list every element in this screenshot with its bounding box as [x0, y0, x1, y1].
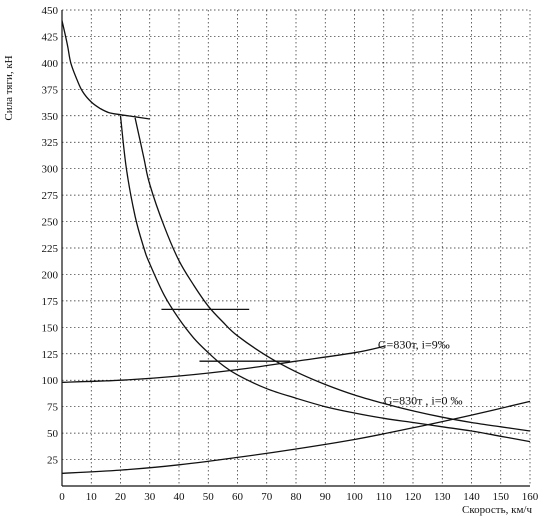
- series-line-5: [61, 400, 531, 474]
- y-tick-label: 75: [47, 402, 59, 414]
- y-tick-label: 425: [42, 31, 59, 43]
- x-tick-label: 110: [376, 491, 393, 503]
- x-axis-label: Скорость, км/ч: [462, 504, 532, 516]
- x-tick-label: 40: [174, 491, 186, 503]
- y-tick-label: 375: [42, 84, 59, 96]
- y-tick-label: 200: [42, 269, 59, 281]
- grid-layer: [62, 9, 531, 486]
- series-line-2: [119, 115, 531, 443]
- y-tick-label: 175: [42, 296, 59, 308]
- y-tick-label: 100: [42, 375, 59, 387]
- y-tick-label: 150: [42, 322, 59, 334]
- x-tick-label: 120: [405, 491, 422, 503]
- x-tick-label: 30: [144, 491, 156, 503]
- x-tick-label: 100: [346, 491, 363, 503]
- x-tick-label: 10: [86, 491, 98, 503]
- annotation-1: G=830т, i=9‰: [378, 337, 450, 351]
- y-tick-label: 275: [42, 190, 59, 202]
- y-tick-label: 50: [47, 428, 59, 440]
- y-tick-label: 350: [42, 111, 59, 123]
- y-tick-label: 325: [42, 137, 59, 149]
- x-tick-label: 140: [463, 491, 480, 503]
- x-tick-label: 160: [522, 491, 539, 503]
- y-axis-label: Сила тяги, кН: [3, 55, 15, 120]
- labels-layer: 0 10 20 30 40 50 60 70 80 90 100 110 120 130 140 150 160…: [42, 5, 539, 503]
- y-tick-label: 300: [42, 164, 59, 176]
- annotation-2: G=830т , i=0 ‰: [384, 394, 463, 408]
- x-tick-label: 0: [59, 491, 65, 503]
- y-tick-label: 225: [42, 243, 59, 255]
- axes-layer: [61, 10, 530, 487]
- y-tick-label: 25: [47, 455, 59, 467]
- x-tick-label: 70: [261, 491, 273, 503]
- x-tick-label: 50: [203, 491, 215, 503]
- y-tick-label: 450: [42, 5, 59, 17]
- x-tick-label: 80: [291, 491, 303, 503]
- x-tick-label: 90: [320, 491, 332, 503]
- series-line-3: [134, 117, 531, 432]
- x-tick-label: 130: [434, 491, 451, 503]
- y-tick-label: 250: [42, 217, 59, 229]
- curves-layer: [61, 20, 531, 474]
- series-line-4: [61, 345, 384, 383]
- y-tick-label: 125: [42, 349, 59, 361]
- series-line-1: [61, 20, 150, 120]
- x-tick-label: 20: [115, 491, 127, 503]
- x-tick-label: 60: [232, 491, 244, 503]
- y-tick-label: 400: [42, 58, 59, 70]
- x-tick-label: 150: [493, 491, 510, 503]
